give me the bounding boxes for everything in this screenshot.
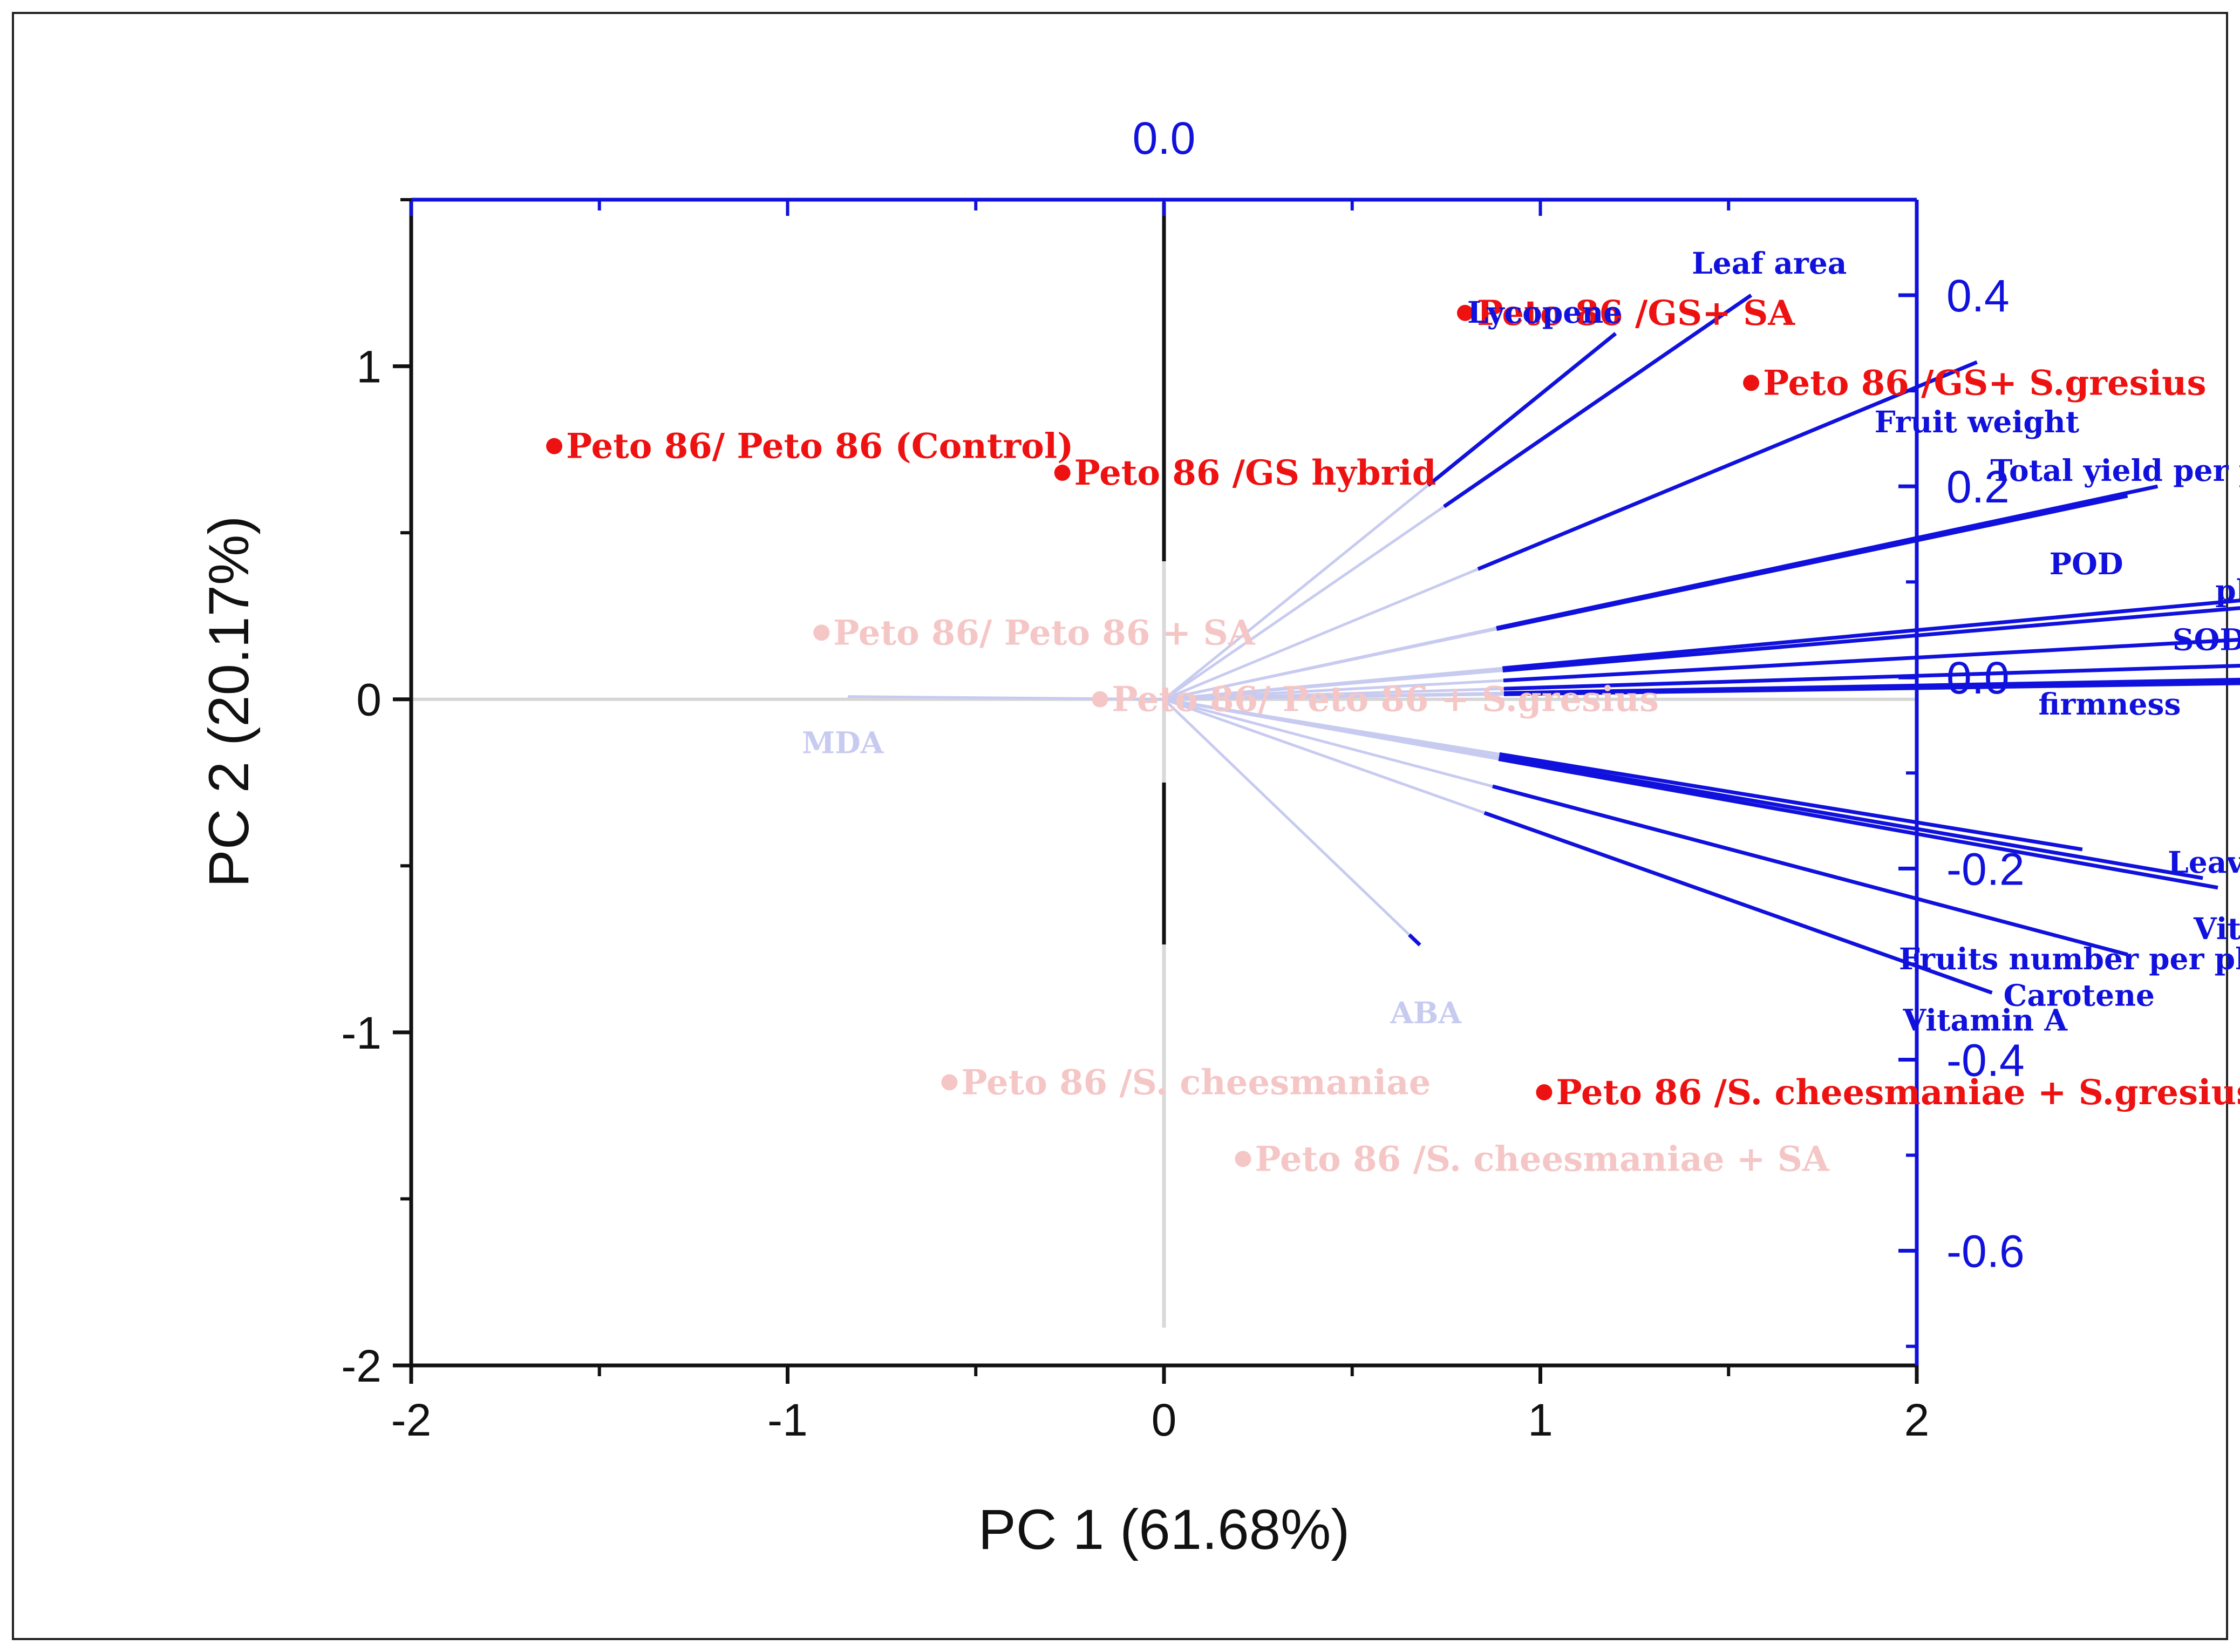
x-tick-label: 0 <box>1152 1395 1177 1445</box>
vector-inner-2 <box>1163 568 1479 701</box>
score-point-4 <box>813 624 830 641</box>
y-tick-label: -2 <box>341 1341 382 1391</box>
y2-tick-label: -0.6 <box>1946 1226 2025 1277</box>
vector-label: ABA <box>1390 995 1462 1030</box>
score-point-8 <box>1235 1151 1251 1167</box>
x-tick-label: 2 <box>1904 1395 1930 1445</box>
vector-2 <box>1477 360 1978 571</box>
vector-inner-18 <box>848 695 1165 701</box>
y-tick-label: -1 <box>341 1008 382 1058</box>
x-tick-label: 1 <box>1528 1395 1553 1445</box>
vector-inner-0 <box>1163 484 1429 701</box>
vector-label: Vitamin A <box>1903 1003 2068 1038</box>
score-point-label: Peto 86 /S. cheesmaniae <box>961 1062 1431 1103</box>
score-point-0 <box>546 438 563 454</box>
y2-tick-label: 0.4 <box>1946 270 2010 321</box>
score-point-2 <box>1457 304 1473 321</box>
vector-7 <box>1503 637 2240 683</box>
score-point-5 <box>1092 691 1108 708</box>
vector-label: Fruits number per plant <box>1899 941 2240 976</box>
score-point-1 <box>1054 465 1071 481</box>
vector-label: MDA <box>802 725 884 760</box>
vector-label: photosynthesis <box>2215 573 2240 608</box>
y2-tick-label: -0.2 <box>1946 844 2025 894</box>
vector-inner-16 <box>1163 698 1485 814</box>
score-point-label: Peto 86 /GS+ SA <box>1477 293 1795 334</box>
vector-label: SOD <box>2173 622 2240 657</box>
vector-17 <box>1408 933 1421 947</box>
vector-label: Carotene <box>2004 978 2155 1013</box>
y-axis-title: PC 2 (20.17%) <box>198 516 261 888</box>
vector-inner-7 <box>1163 679 1504 701</box>
vector-inner-17 <box>1163 698 1411 936</box>
vector-inner-14 <box>1163 698 1499 761</box>
score-point-label: Peto 86 /S. cheesmaniae + SA <box>1255 1139 1829 1179</box>
vector-6 <box>1502 599 2240 670</box>
vector-label: Fruit weight <box>1875 404 2080 439</box>
vector-labels: Lycopene Leaf area Fruit weight Total yield… <box>802 246 2240 1037</box>
y2-tick-label: 0.2 <box>1946 461 2010 512</box>
score-point-label: Peto 86 /S. cheesmaniae + S.gresius <box>1556 1072 2240 1113</box>
x-tick-label: -2 <box>391 1395 432 1445</box>
vector-label: POD <box>2050 546 2123 581</box>
vector-13 <box>1499 755 2203 880</box>
y-tick-label: 0 <box>356 675 382 725</box>
axes: -2 -1 0 1 2 -2 -1 0 1 -0.6 -0.4 -0.2 0.0 0.2 0.4 0.0 <box>341 113 2024 1445</box>
score-points: Peto 86/ Peto 86 (Control)Peto 86 /GS hy… <box>546 293 2240 1179</box>
vector-inner-11 <box>1163 692 1504 701</box>
vector-inner-15 <box>1163 698 1493 788</box>
vector-label: Total yield per plant <box>1990 453 2240 488</box>
x-tick-label: -1 <box>767 1395 808 1445</box>
vector-label: Vitamin C <box>2193 911 2240 946</box>
y2-tick-label: 0.0 <box>1946 652 2010 703</box>
score-point-label: Peto 86/ Peto 86 + S.gresius <box>1112 679 1659 720</box>
vector-inner-4 <box>1163 628 1497 701</box>
x2-tick-label: 0.0 <box>1133 113 1196 164</box>
score-point-label: Peto 86/ Peto 86 + SA <box>833 613 1255 653</box>
vector-label: Leaf area <box>1692 246 1847 281</box>
loading-vectors <box>848 294 2240 995</box>
x-axis-title: PC 1 (61.68%) <box>978 1498 1350 1561</box>
score-point-label: Peto 86 /GS hybrid <box>1074 453 1436 493</box>
figure-frame <box>12 12 2228 1640</box>
score-point-6 <box>941 1074 958 1091</box>
vector-inner-1 <box>1163 505 1445 701</box>
vector-inner-6 <box>1163 667 1503 701</box>
vector-0 <box>1427 332 1617 487</box>
vector-label: firmness <box>2038 686 2181 722</box>
vector-label: Leaves number <box>2168 845 2240 880</box>
score-point-3 <box>1743 375 1760 391</box>
vector-14 <box>1498 757 2218 890</box>
score-point-label: Peto 86/ Peto 86 (Control) <box>566 426 1073 467</box>
vector-5 <box>1502 606 2240 672</box>
vector-label: Lycopene <box>1467 295 1622 330</box>
vector-12 <box>1499 752 2083 852</box>
y2-tick-label: -0.4 <box>1946 1035 2025 1085</box>
vector-4 <box>1496 494 2128 631</box>
vector-15 <box>1492 784 2128 957</box>
vector-11 <box>1503 681 2240 696</box>
y-tick-label: 1 <box>356 342 382 392</box>
score-point-label: Peto 86 /GS+ S.gresius <box>1763 363 2206 403</box>
vector-1 <box>1443 294 1753 508</box>
score-point-7 <box>1536 1084 1553 1100</box>
